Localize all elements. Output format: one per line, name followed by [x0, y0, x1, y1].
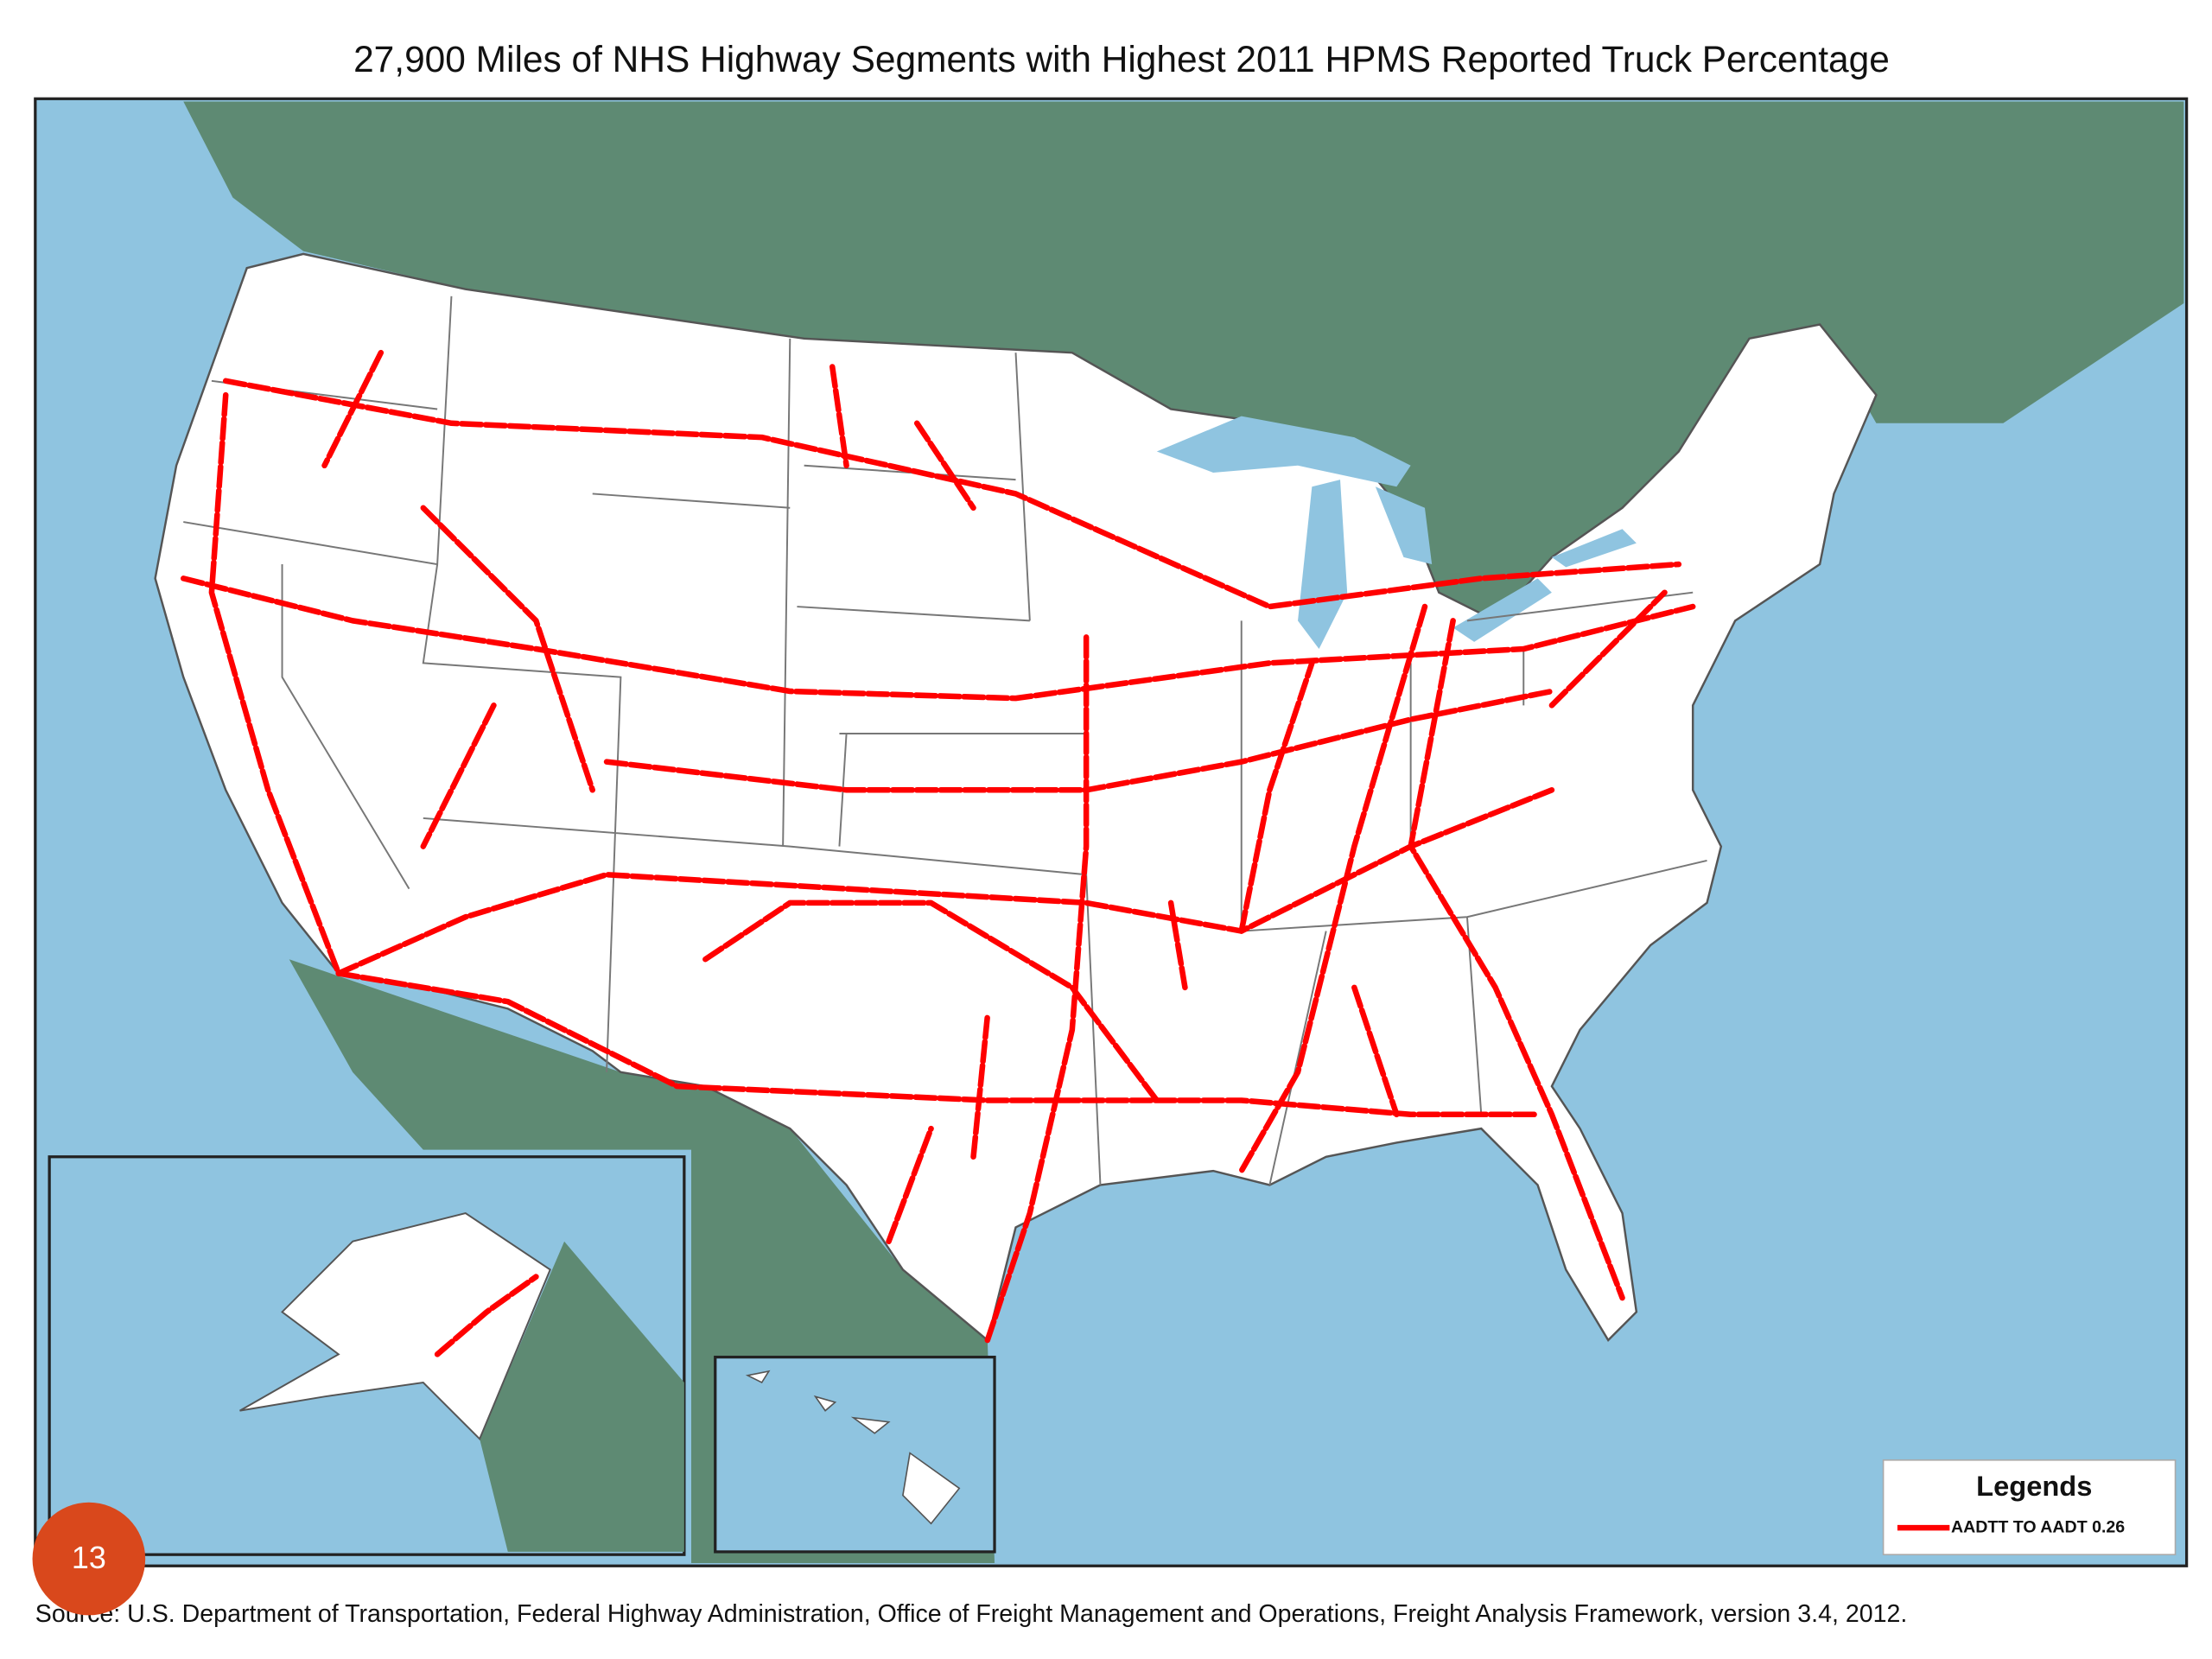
legend: Legends AADTT TO AADT 0.26 [1882, 1459, 2177, 1555]
lake-superior [1156, 416, 1411, 487]
legend-label: AADTT TO AADT 0.26 [1951, 1517, 2125, 1536]
truck-routes [180, 349, 1696, 1344]
alaska-inset [48, 1155, 686, 1556]
map-title: 27,900 Miles of NHS Highway Segments wit… [353, 39, 1890, 79]
page-number: 13 [72, 1540, 106, 1575]
legend-box [1882, 1459, 2177, 1555]
route [208, 391, 342, 976]
hawaii-inset [714, 1355, 996, 1554]
lake-erie [1452, 578, 1552, 642]
alaska [239, 1212, 551, 1441]
page-badge [32, 1502, 146, 1616]
route [335, 787, 1555, 976]
route [984, 632, 1090, 1344]
route [321, 349, 595, 849]
route [1408, 618, 1625, 1301]
route [702, 899, 1160, 1103]
legend-title: Legends [1976, 1470, 2092, 1502]
hawaii [745, 1370, 961, 1525]
lake-huron [1375, 486, 1433, 565]
route [830, 364, 1668, 934]
source-note: Source: U.S. Department of Transportatio… [35, 1600, 1907, 1628]
lake-michigan [1298, 480, 1348, 650]
lake-ontario [1551, 529, 1637, 568]
route [180, 575, 1696, 702]
canada-inset [480, 1241, 684, 1552]
canada [183, 101, 2184, 621]
route [886, 899, 1400, 1244]
route [335, 970, 1541, 1118]
map-frame [34, 97, 2189, 1567]
route [434, 1274, 539, 1357]
route [222, 378, 1682, 610]
inset-frame [714, 1355, 996, 1554]
route [1238, 603, 1428, 1174]
